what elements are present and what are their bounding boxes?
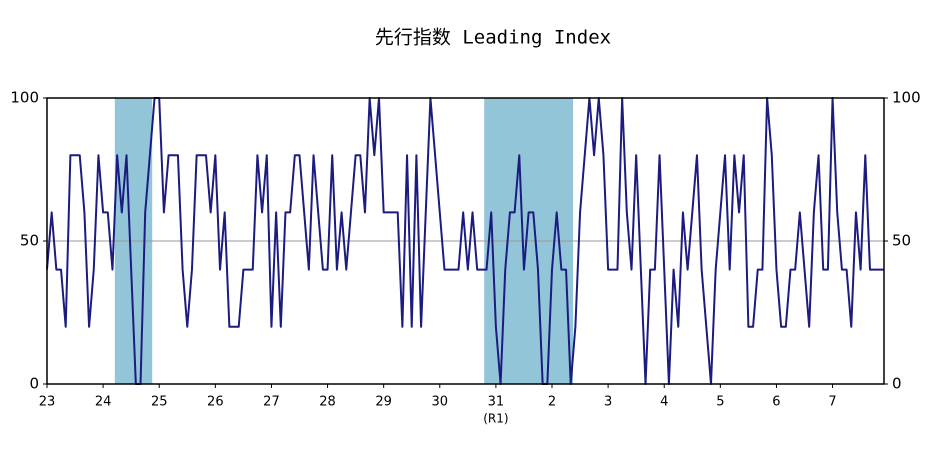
y2-tick-label: 50 — [892, 232, 911, 250]
x-tick-label: 4 — [660, 395, 668, 410]
x-tick-label: 23 — [39, 395, 56, 410]
annotation: (R1) — [483, 412, 508, 426]
x-tick-label: 7 — [828, 395, 836, 410]
x-tick-label: 3 — [604, 395, 612, 410]
x-tick-label: 28 — [319, 395, 336, 410]
x-tick-label: 5 — [716, 395, 724, 410]
plot-frame — [46, 97, 885, 385]
x-tick-label: 25 — [151, 395, 168, 410]
x-tick-label: 6 — [772, 395, 780, 410]
x-tick-label: 31 — [488, 395, 505, 410]
x-tick-label: 29 — [375, 395, 392, 410]
y-tick-label: 100 — [10, 89, 39, 107]
y2-tick-label: 100 — [892, 89, 921, 107]
y-tick-label: 50 — [20, 232, 39, 250]
x-tick-label: 27 — [263, 395, 280, 410]
data-line — [46, 97, 884, 385]
x-tick-label: 26 — [207, 395, 224, 410]
y2-tick-label: 0 — [892, 375, 902, 393]
y-tick-label: 0 — [29, 375, 39, 393]
x-tick-label: 24 — [95, 395, 112, 410]
chart-title: 先行指数 Leading Index — [375, 27, 611, 49]
x-tick-label: 30 — [432, 395, 449, 410]
x-tick-label: 2 — [548, 395, 556, 410]
